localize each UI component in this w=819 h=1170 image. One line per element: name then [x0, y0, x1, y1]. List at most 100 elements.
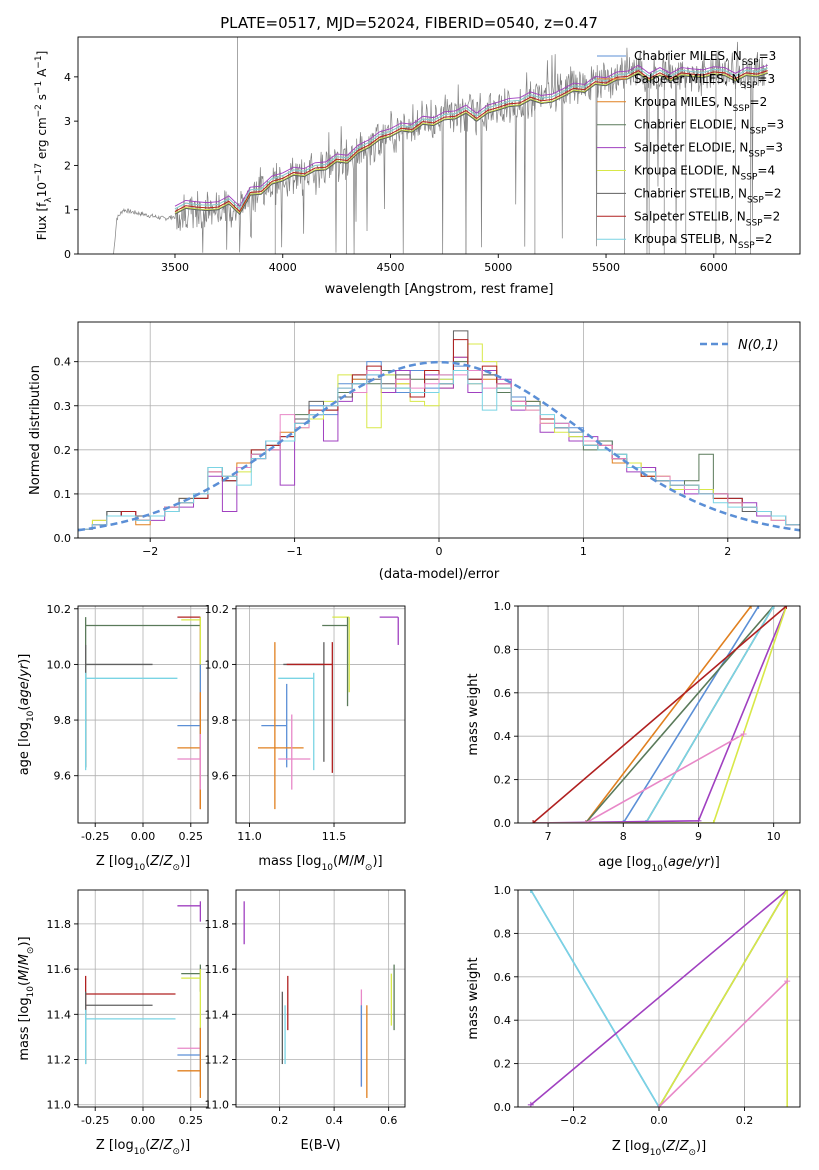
- y-tick-label: 10.0: [47, 658, 72, 671]
- y-tick-label: 1.0: [494, 884, 512, 897]
- y-tick-label: 10.2: [205, 603, 230, 616]
- y-tick-label: 1: [64, 204, 71, 217]
- x-tick-label: -0.25: [81, 830, 109, 843]
- age-vs-Z-panel-plot-area: [84, 616, 202, 810]
- x-tick-label: −0.2: [560, 1114, 587, 1127]
- y-tick-label: 0.6: [494, 687, 512, 700]
- y-tick-label: 11.6: [47, 963, 72, 976]
- y-tick-label: 10.0: [205, 658, 230, 671]
- weight-line: [530, 890, 660, 1107]
- y-tick-label: 11.0: [205, 1099, 230, 1112]
- age-vs-mass-panel: 11.0 11.5 9.6 9.8 10.0 10.2 mass [log10(M/M⊙)]: [205, 603, 406, 873]
- axes-frame: [77, 36, 801, 255]
- x-tick-label: 0.00: [131, 1114, 156, 1127]
- y-tick-label: 11.0: [47, 1099, 72, 1112]
- y-tick-label: 2: [64, 159, 71, 172]
- y-tick-label: 0: [64, 248, 71, 261]
- y-axis-label: mass weight: [466, 673, 481, 755]
- spectrum-plot-area: [113, 37, 768, 254]
- legend-label: Kroupa ELODIE, NSSP=4: [634, 164, 775, 183]
- weight-line: [532, 606, 787, 823]
- x-tick-label: 5000: [484, 261, 512, 274]
- y-tick-label: 0.1: [54, 488, 72, 501]
- y-axis-label: Flux [fλ10−17 erg cm−2 s−1 A−1]: [34, 51, 54, 241]
- model-line: [174, 70, 768, 213]
- x-axis-label: mass [log10(M/M⊙)]: [258, 854, 382, 873]
- x-tick-label: 3500: [161, 261, 189, 274]
- y-axis-label: age [log10(age/yr)]: [17, 654, 36, 776]
- weight-line: [533, 606, 775, 823]
- y-tick-label: 0.3: [54, 400, 72, 413]
- y-axis-label: Normed distribution: [28, 365, 43, 495]
- x-axis-label: E(B-V): [300, 1138, 340, 1153]
- y-tick-label: 1.0: [494, 600, 512, 613]
- legend-label: Chabrier STELIB, NSSP=2: [634, 186, 782, 205]
- x-tick-label: 7: [545, 830, 552, 843]
- spectrum-panel: PLATE=0517, MJD=52024, FIBERID=0540, z=0…: [34, 14, 801, 297]
- weight-vs-Z-panel: −0.2 0.0 0.2 0.0 0.2 0.4 0.6 0.8 1.0 Z [log10(Z/Z…: [466, 884, 801, 1158]
- y-tick-label: 11.2: [205, 1054, 230, 1067]
- x-tick-label: 0: [436, 545, 443, 558]
- model-line: [174, 67, 768, 210]
- weight-vs-age-panel: 7 8 9 10 0.0 0.2 0.4 0.6 0.8 1.0 age [log10(age/yr…: [466, 600, 801, 874]
- x-tick-label: 11.5: [322, 830, 347, 843]
- y-tick-label: 10.2: [47, 603, 72, 616]
- weight-line: [658, 980, 788, 1107]
- y-tick-label: 0.8: [494, 643, 512, 656]
- y-tick-label: 0.6: [494, 971, 512, 984]
- weight-line: [533, 606, 760, 823]
- data-spectrum-line: [113, 41, 768, 254]
- x-tick-label: 0.25: [179, 1114, 204, 1127]
- legend-label: Kroupa STELIB, NSSP=2: [634, 232, 772, 251]
- age-vs-mass-panel-plot-area: [257, 616, 399, 810]
- x-tick-label: 4500: [377, 261, 405, 274]
- weight-line: [658, 890, 788, 1107]
- x-tick-label: -0.25: [81, 1114, 109, 1127]
- y-tick-label: 11.2: [47, 1054, 72, 1067]
- x-axis-label: Z [log10(Z/Z⊙)]: [612, 1139, 706, 1158]
- y-tick-label: 11.8: [47, 918, 72, 931]
- y-tick-label: 0.0: [494, 817, 512, 830]
- x-tick-label: 1: [580, 545, 587, 558]
- x-axis-label: age [log10(age/yr)]: [598, 855, 720, 874]
- weight-line: [533, 606, 752, 823]
- y-axis-label: mass [log10(M/M⊙)]: [17, 936, 36, 1060]
- axes-frame: [517, 889, 801, 1108]
- axes-frame: [77, 605, 209, 824]
- legend-label: Salpeter ELODIE, NSSP=3: [634, 141, 783, 160]
- y-tick-label: 11.8: [205, 918, 230, 931]
- x-axis-label: wavelength [Angstrom, rest frame]: [325, 282, 554, 297]
- x-tick-label: −2: [142, 545, 158, 558]
- x-tick-label: 0.2: [736, 1114, 754, 1127]
- residuals-panel: −2 −1 0 1 2 0.0 0.1 0.2 0.3 0.4 (data-model)/error…: [28, 321, 801, 582]
- x-axis-label: (data-model)/error: [379, 567, 500, 582]
- x-tick-label: 10: [767, 830, 781, 843]
- axes-frame: [517, 605, 801, 824]
- legend-label: Chabrier ELODIE, NSSP=3: [634, 118, 784, 137]
- x-tick-label: 2: [724, 545, 731, 558]
- weight-line: [533, 606, 788, 823]
- x-tick-label: 5500: [592, 261, 620, 274]
- y-tick-label: 11.4: [205, 1008, 230, 1021]
- weight-line: [530, 890, 788, 1106]
- legend-label: Salpeter STELIB, NSSP=2: [634, 209, 780, 228]
- x-tick-label: 9: [695, 830, 702, 843]
- y-tick-label: 0.4: [494, 730, 512, 743]
- axes-frame: [235, 889, 406, 1108]
- y-tick-label: 9.6: [54, 770, 72, 783]
- y-tick-label: 11.6: [205, 963, 230, 976]
- mass-vs-Z-panel-plot-area: [84, 901, 202, 1098]
- age-vs-Z-panel: -0.25 0.00 0.25 9.6 9.8 10.0 10.2 Z [log10(Z/Z⊙…: [17, 603, 209, 873]
- y-tick-label: 9.8: [212, 714, 230, 727]
- x-tick-label: 8: [620, 830, 627, 843]
- weight-vs-Z-panel-plot-area: [527, 890, 791, 1107]
- weight-vs-age-panel-plot-area: [530, 606, 790, 823]
- mass-vs-Z-panel: -0.25 0.00 0.25 11.0 11.2 11.4 11.6 11.8 Z [log1…: [17, 889, 209, 1157]
- y-tick-label: 4: [64, 71, 71, 84]
- x-tick-label: 0.2: [271, 1114, 289, 1127]
- y-axis-label: mass weight: [466, 957, 481, 1039]
- gaussian-curve: [78, 360, 800, 532]
- x-tick-label: 6000: [700, 261, 728, 274]
- mass-vs-EBV-panel: 0.2 0.4 0.6 11.0 11.2 11.4 11.6 11.8 E(B-V): [205, 889, 406, 1153]
